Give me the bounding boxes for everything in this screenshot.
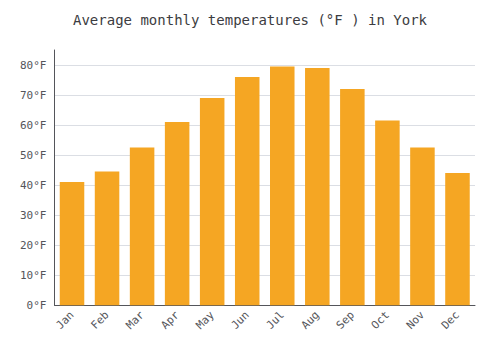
svg-text:Feb: Feb [88, 309, 111, 332]
svg-text:Oct: Oct [369, 309, 392, 332]
svg-text:10°F: 10°F [20, 269, 47, 282]
svg-text:20°F: 20°F [20, 239, 47, 252]
svg-text:Dec: Dec [439, 309, 462, 332]
svg-text:Aug: Aug [299, 309, 322, 332]
svg-text:0°F: 0°F [27, 299, 47, 312]
svg-text:Jul: Jul [264, 309, 287, 332]
svg-text:80°F: 80°F [20, 59, 47, 72]
svg-text:Average monthly temperatures (: Average monthly temperatures (°F ) in Yo… [73, 12, 428, 28]
svg-text:50°F: 50°F [20, 149, 47, 162]
svg-text:Apr: Apr [159, 308, 182, 331]
svg-text:70°F: 70°F [20, 89, 47, 102]
svg-text:60°F: 60°F [20, 119, 47, 132]
svg-text:30°F: 30°F [20, 209, 47, 222]
svg-text:May: May [194, 308, 217, 331]
svg-text:40°F: 40°F [20, 179, 47, 192]
svg-text:Jun: Jun [229, 309, 252, 332]
svg-text:Jan: Jan [53, 309, 76, 332]
svg-text:Nov: Nov [404, 308, 427, 331]
svg-text:Mar: Mar [123, 308, 146, 331]
svg-text:Sep: Sep [334, 309, 357, 332]
